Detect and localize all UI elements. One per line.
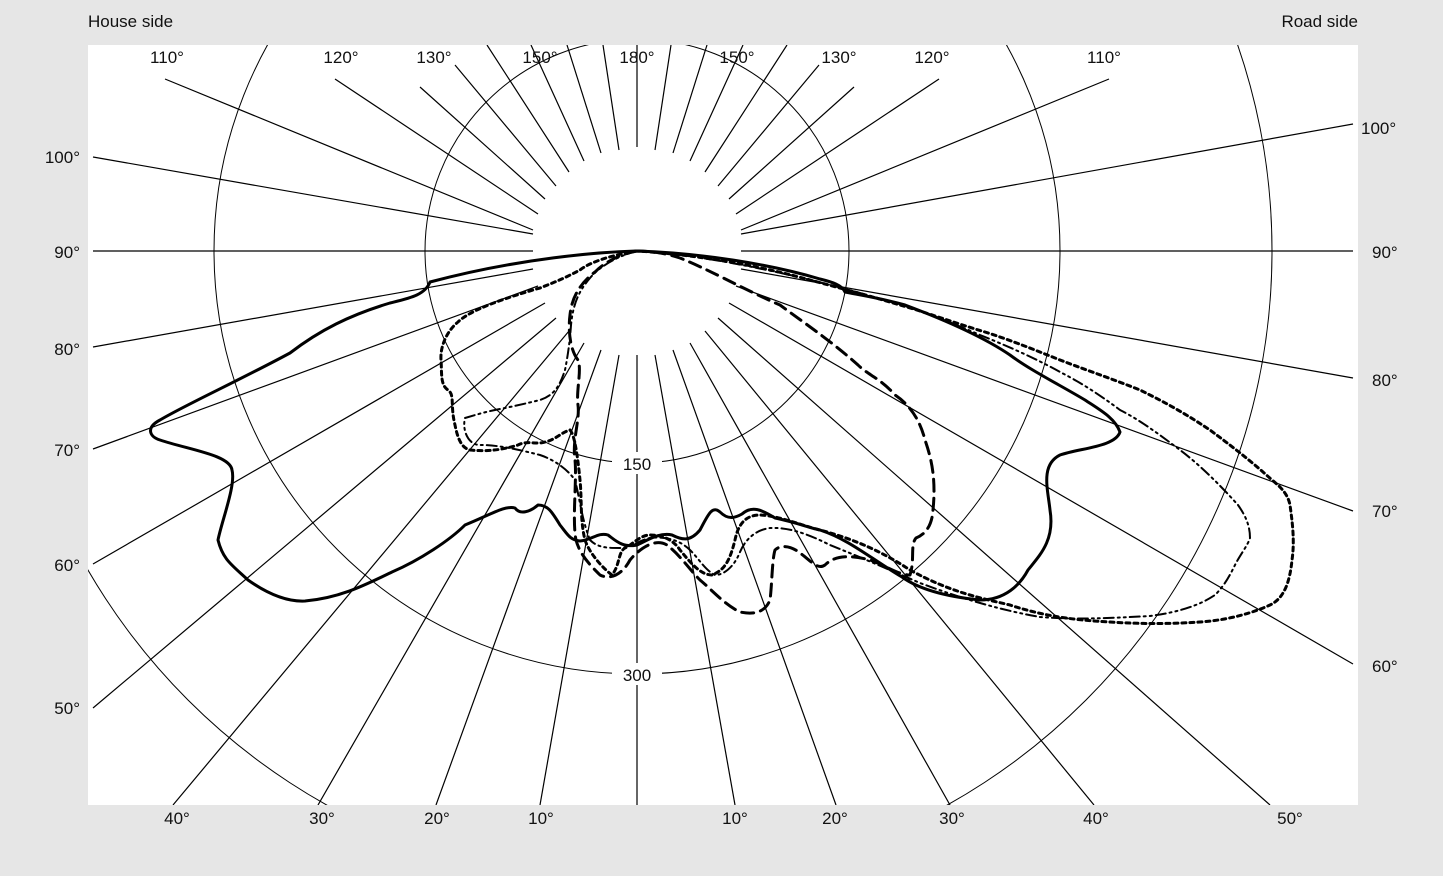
spoke <box>454 64 557 187</box>
intensity-curves <box>149 249 1295 625</box>
angle-label: 10° <box>528 809 554 828</box>
spoke-50-left <box>92 317 557 709</box>
angle-label: 50° <box>54 699 80 718</box>
angle-label: 60° <box>54 556 80 575</box>
spoke <box>728 86 855 200</box>
angle-label: 120° <box>914 48 949 67</box>
angle-label: 50° <box>1277 809 1303 828</box>
road-side-label: Road side <box>1281 12 1358 31</box>
angle-label: 40° <box>164 809 190 828</box>
angle-label: 80° <box>1372 371 1398 390</box>
angle-label: 130° <box>821 48 856 67</box>
angle-spokes <box>92 45 1354 805</box>
spoke-80-left <box>92 268 534 348</box>
label-backing <box>612 452 662 474</box>
spoke-60-left <box>92 302 546 565</box>
spoke-100-right <box>740 123 1354 235</box>
angle-label: 40° <box>1083 809 1109 828</box>
spoke-70-right <box>735 285 1354 512</box>
angle-label: 120° <box>323 48 358 67</box>
angle-label: 80° <box>54 340 80 359</box>
bottom-angle-labels: 40° 30° 20° 10° 10° 20° 30° 40° 50° <box>164 809 1303 828</box>
angle-label: 30° <box>939 809 965 828</box>
left-angle-labels: 100° 90° 80° 70° 60° 50° <box>45 148 80 718</box>
angle-label: 90° <box>54 243 80 262</box>
spoke-50-right <box>717 317 1271 805</box>
spoke-10-right <box>654 354 736 805</box>
curve-solid <box>149 249 1122 603</box>
spoke-40-left <box>172 330 570 805</box>
spoke <box>164 78 534 231</box>
angle-label: 100° <box>45 148 80 167</box>
spoke <box>486 45 570 173</box>
spoke <box>419 86 546 200</box>
radial-label-150: 150 <box>623 455 651 474</box>
spoke-20-right <box>672 349 837 805</box>
spoke-70-left <box>92 285 539 450</box>
spoke-30-right <box>689 342 951 805</box>
spoke <box>530 45 585 162</box>
house-side-label: House side <box>88 12 173 31</box>
angle-label: 30° <box>309 809 335 828</box>
angle-label: 150° <box>719 48 754 67</box>
angle-label: 10° <box>722 809 748 828</box>
spoke <box>672 45 708 154</box>
angle-label: 70° <box>1372 502 1398 521</box>
spoke-20-left <box>435 349 602 805</box>
angle-label: 20° <box>424 809 450 828</box>
angle-label: 70° <box>54 441 80 460</box>
spoke <box>689 45 744 162</box>
label-backing <box>612 663 662 685</box>
spoke-10-left <box>539 354 620 805</box>
angle-label: 150° <box>522 48 557 67</box>
angle-label: 110° <box>1087 48 1121 67</box>
spoke <box>654 45 672 151</box>
angle-label: 110° <box>150 48 184 67</box>
spoke-30-left <box>317 342 585 805</box>
spoke-60-right <box>728 302 1354 665</box>
plot-area <box>88 45 1358 805</box>
top-angle-labels: 110° 120° 130° 150° 180° 150° 130° 120° … <box>150 48 1121 67</box>
spoke-100-left <box>92 156 534 235</box>
angle-label: 100° <box>1361 119 1396 138</box>
angle-label: 90° <box>1372 243 1398 262</box>
spoke <box>740 78 1110 231</box>
spoke <box>334 78 539 215</box>
curve-dashed <box>567 249 936 615</box>
angle-label: 60° <box>1372 657 1398 676</box>
spoke-40-right <box>704 330 1095 805</box>
angle-label: 180° <box>619 48 654 67</box>
spoke <box>717 64 820 187</box>
spoke <box>735 78 940 215</box>
spoke <box>566 45 602 154</box>
curve-dotted <box>439 249 1295 625</box>
radial-label-300: 300 <box>623 666 651 685</box>
angle-label: 20° <box>822 809 848 828</box>
curve-dash-dot-dot <box>463 250 1251 620</box>
spoke <box>602 45 620 151</box>
right-angle-labels: 100° 90° 80° 70° 60° <box>1361 119 1398 676</box>
angle-label: 130° <box>416 48 451 67</box>
spoke <box>704 45 788 173</box>
